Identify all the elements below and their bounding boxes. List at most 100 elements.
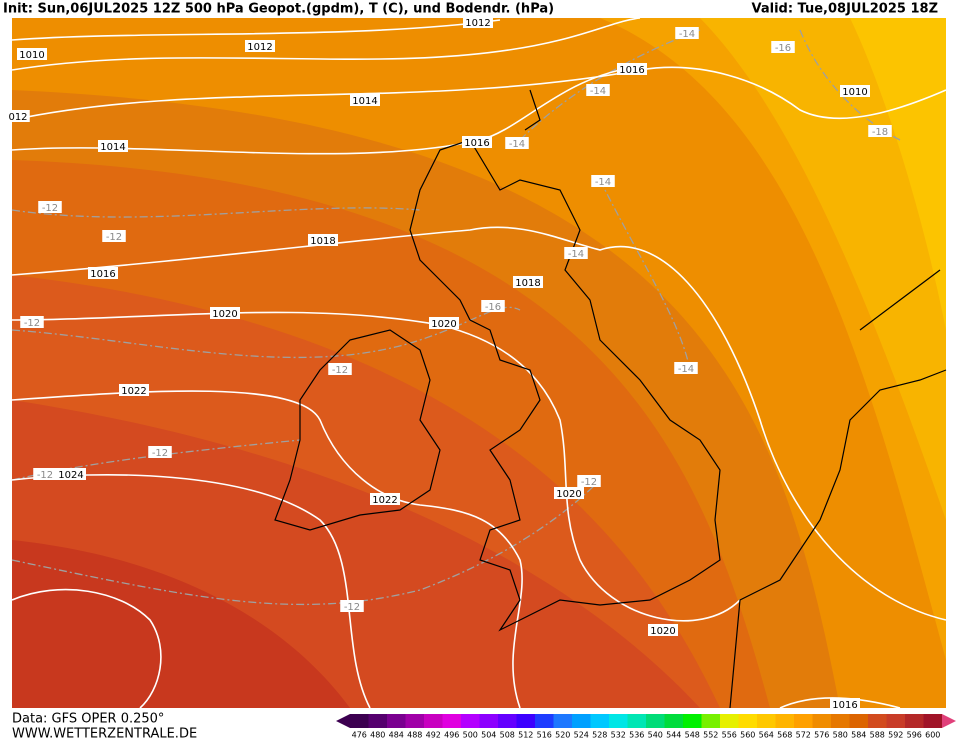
temperature-label-box [591,175,615,187]
isobar-label: 1012 [465,18,490,29]
scale-swatch [849,714,868,728]
isobar-label: 1020 [431,319,456,330]
isobar-label-box [648,624,678,636]
isobar-label-box [210,307,240,319]
scale-label: 556 [722,731,737,740]
temperature-label-box [33,468,57,480]
temperature-label: -12 [106,232,122,243]
scale-swatch [627,714,646,728]
isobar-label: 1012 [247,42,272,53]
isobar-label: 1016 [464,138,489,149]
scale-label: 532 [611,731,626,740]
scale-label: 592 [888,731,903,740]
scale-swatch [923,714,942,728]
isobar-label-box [56,468,86,480]
header-left: Init: Sun,06JUL2025 12Z 500 hPa Geopot.(… [3,2,554,17]
scale-arrow-right [942,714,956,728]
scale-label: 568 [777,731,792,740]
isobar-label: 1020 [650,626,675,637]
temperature-label: -14 [509,139,525,150]
color-scale: 476 480 484 488 492 496 500 504 508 512 516 520 524 5… [350,714,942,740]
isobar-label-box [98,140,128,152]
scale-label: 584 [851,731,866,740]
isobar-label: 1016 [90,269,115,280]
isobar-label-box [88,267,118,279]
isobar-label: 1018 [515,278,540,289]
isobar-label-box [308,234,338,246]
scale-swatch [442,714,461,728]
isobar-label-box [830,698,860,710]
isobar-label: 1016 [832,700,857,711]
isobar-label: 1016 [619,65,644,76]
scale-label: 536 [629,731,644,740]
coastlines [274,89,947,709]
temperature-label: -12 [152,448,168,459]
temperature-label: -14 [595,177,611,188]
isobar-label-box [462,136,492,148]
scale-label: 544 [666,731,681,740]
isobar-label: 1020 [212,309,237,320]
isobar-label: 1018 [310,236,335,247]
scale-swatch [831,714,850,728]
scale-label: 484 [389,731,404,740]
isobar-label-box [513,276,543,288]
temperature-label: -16 [775,43,791,54]
header-right: Valid: Tue,08JUL2025 18Z [751,2,938,17]
scale-label: 492 [426,731,441,740]
scale-swatch [368,714,387,728]
temperature-label-box [577,475,601,487]
temperature-label: -14 [679,29,695,40]
scale-label: 516 [537,731,552,740]
scale-label: 476 [352,731,367,740]
temperature-label-box [148,446,172,458]
scale-label: 500 [463,731,478,740]
temperature-label: -12 [24,318,40,329]
scale-label: 548 [685,731,700,740]
temperature-label-box [675,27,699,39]
isobar-label-box [370,493,400,505]
temperature-label-box [771,41,795,53]
scale-label: 540 [648,731,663,740]
scale-swatch [720,714,739,728]
scale-swatch [498,714,517,728]
temperature-label: -12 [42,203,58,214]
footer-website: WWW.WETTERZENTRALE.DE [12,727,197,741]
scale-label: 596 [907,731,922,740]
temperature-label-box [481,300,505,312]
temperature-label-box [868,125,892,137]
isobar-label-box [840,85,870,97]
scale-swatch [609,714,628,728]
temperature-label-box [340,600,364,612]
scale-label: 520 [555,731,570,740]
temperature-label: -12 [332,365,348,376]
temperature-label-box [328,363,352,375]
scale-swatch [794,714,813,728]
temperature-label: -14 [568,249,584,260]
temperature-label: -14 [678,364,694,375]
scale-label: 588 [870,731,885,740]
scale-swatch [757,714,776,728]
scale-label: 496 [444,731,459,740]
isobar-label: 1022 [372,495,397,506]
scale-swatch [572,714,591,728]
isobar-label-box [6,110,30,122]
scale-swatch [405,714,424,728]
temperature-label: -18 [872,127,888,138]
scale-swatch [812,714,831,728]
isobar-label-box [463,16,493,28]
isobar-label-box [554,487,584,499]
scale-label: 580 [833,731,848,740]
scale-swatch [683,714,702,728]
isobar-label: 1010 [842,87,867,98]
temperature-label-box [674,362,698,374]
temperature-label-box [20,316,44,328]
scale-swatch [664,714,683,728]
scale-swatch [535,714,554,728]
scale-swatch [775,714,794,728]
scale-label: 576 [814,731,829,740]
scale-label: 524 [574,731,589,740]
scale-swatch [738,714,757,728]
temperature-label: -16 [485,302,501,313]
isobar-label-box [17,48,47,60]
isobar-label: 1014 [100,142,125,153]
